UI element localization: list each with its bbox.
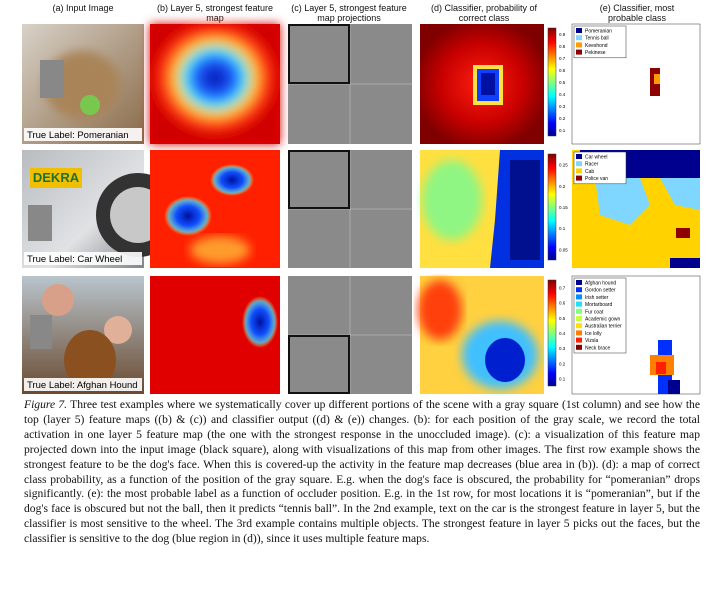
colorbar-tick-label: 0.6 — [559, 68, 566, 73]
column-header: (e) Classifier, most probable class — [599, 3, 675, 23]
legend-label: Neck brace — [585, 345, 611, 351]
legend-swatch — [576, 344, 582, 350]
input-image — [22, 24, 144, 144]
column-header: (c) Layer 5, strongest feature map proje… — [291, 3, 407, 23]
legend-label: Academic gown — [585, 317, 621, 323]
probability-map — [418, 276, 544, 394]
legend-swatch — [576, 168, 582, 174]
colorbar — [547, 153, 557, 261]
colorbar-tick-label: 0.1 — [559, 128, 566, 133]
legend-label: Vizsla — [585, 338, 598, 344]
colorbar-tick-label: 0.4 — [559, 331, 566, 336]
feature-projections — [288, 24, 412, 144]
legend-swatch — [576, 161, 582, 167]
legend-swatch — [576, 175, 582, 181]
colorbar-tick-label: 0.3 — [559, 104, 566, 109]
legend-swatch — [576, 337, 582, 343]
feature-map — [150, 24, 280, 144]
true-label: True Label: Afghan Hound — [27, 380, 138, 391]
colorbar — [547, 279, 557, 387]
legend-label: Afghan hound — [585, 281, 616, 287]
legend-label: Pomeranian — [585, 29, 612, 35]
probability-map — [420, 24, 544, 144]
legend-box — [573, 277, 627, 354]
legend-label: Australian terrier — [585, 324, 622, 330]
colorbar-tick-label: 0.9 — [559, 32, 566, 37]
caption: Figure 7. Three test examples where we s… — [24, 398, 700, 547]
probability-map — [420, 150, 544, 268]
legend-label: Police van — [585, 176, 608, 182]
legend-swatch — [576, 42, 582, 48]
legend-label: Car wheel — [585, 155, 608, 161]
legend-swatch — [576, 301, 582, 307]
true-label: True Label: Pomeranian — [27, 130, 129, 141]
colorbar-tick-label: 0.5 — [559, 316, 566, 321]
legend-swatch — [576, 154, 582, 159]
colorbar-tick-label: 0.3 — [559, 346, 566, 351]
colorbar-tick-label: 0.2 — [559, 361, 566, 366]
colorbar-tick-label: 0.1 — [559, 226, 566, 231]
colorbar-tick-label: 0.4 — [559, 92, 566, 97]
feature-map — [150, 276, 280, 394]
label-box — [24, 252, 142, 265]
legend-label: Irish setter — [585, 295, 609, 301]
colorbar-tick-label: 0.8 — [559, 44, 566, 49]
legend-swatch — [576, 294, 582, 300]
legend-swatch — [576, 35, 582, 41]
legend-label: Ice lolly — [585, 331, 602, 337]
colorbar-tick-label: 0.25 — [559, 163, 568, 168]
colorbar-tick-label: 0.7 — [559, 286, 566, 291]
photo-text: DEKRA — [33, 170, 80, 185]
panels: DEKRA — [22, 23, 701, 395]
colorbar-tick-label: 0.2 — [559, 116, 566, 121]
true-label: True Label: Car Wheel — [27, 254, 122, 265]
legend-label: Mortarboard — [585, 302, 612, 308]
legend-box — [573, 25, 627, 59]
feature-projections — [288, 276, 412, 394]
caption-label: Figure 7. — [24, 398, 68, 411]
legend-swatch — [576, 323, 582, 329]
legend-swatch — [576, 49, 582, 55]
legend-label: Keeshond — [585, 43, 608, 49]
legend-label: Pekinese — [585, 50, 606, 56]
colorbar-tick-label: 0.6 — [559, 301, 566, 306]
legend-swatch — [576, 280, 582, 285]
column-header: (d) Classifier, probability of correct c… — [430, 3, 538, 23]
legend-label: Gordon setter — [585, 288, 616, 294]
legend-label: Tennis ball — [585, 36, 609, 42]
legend-swatch — [576, 330, 582, 336]
colorbar — [547, 27, 557, 137]
colorbar-tick-label: 0.7 — [559, 56, 566, 61]
colorbar-tick-label: 0.5 — [559, 80, 566, 85]
legend-swatch — [576, 28, 582, 33]
input-image — [22, 276, 144, 394]
colorbar-tick-label: 0.2 — [559, 184, 566, 189]
caption-text: Three test examples where we systematica… — [24, 398, 700, 546]
colorbar-tick-label: 0.05 — [559, 247, 568, 252]
legend-swatch — [576, 287, 582, 293]
legend-label: Cab — [585, 169, 594, 175]
label-box — [24, 378, 142, 391]
colorbar-tick-label: 0.15 — [559, 205, 568, 210]
feature-projections — [288, 150, 412, 268]
feature-map — [150, 150, 280, 268]
column-header: (a) Input Image — [52, 3, 114, 13]
column-header: (b) Layer 5, strongest feature map — [156, 3, 274, 23]
label-box — [24, 128, 142, 141]
legend-swatch — [576, 316, 582, 321]
legend-box — [573, 151, 627, 185]
legend-swatch — [576, 308, 582, 314]
legend-label: Racer — [585, 162, 599, 168]
legend-label: Fur coat — [585, 309, 604, 315]
colorbar-tick-label: 0.1 — [559, 376, 566, 381]
